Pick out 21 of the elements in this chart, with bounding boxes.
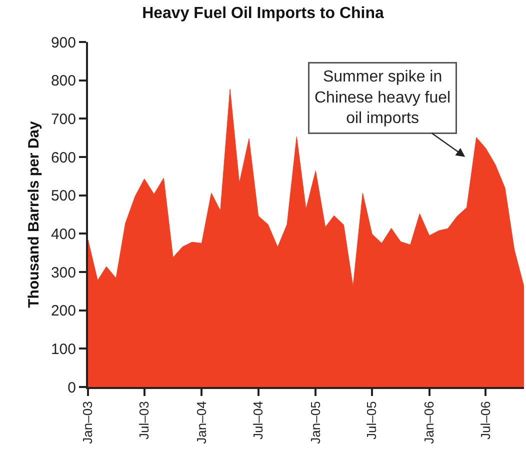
y-tick-label: 800 bbox=[50, 72, 76, 90]
x-tick-label: Jul–06 bbox=[478, 401, 493, 440]
y-tick-label: 500 bbox=[50, 188, 76, 205]
y-tick-label: 600 bbox=[50, 149, 76, 166]
y-tick-label: 400 bbox=[50, 226, 76, 243]
x-tick-label: Jul–04 bbox=[250, 401, 266, 440]
y-tick-label: 300 bbox=[50, 264, 76, 282]
x-tick-label: Jan–06 bbox=[422, 401, 437, 444]
y-tick-label: 700 bbox=[50, 110, 76, 128]
x-tick-label: Jul–05 bbox=[364, 401, 380, 440]
y-tick-label: 200 bbox=[50, 302, 76, 320]
annotation: Summer spike in Chinese heavy fuel oil imports bbox=[314, 68, 451, 128]
y-tick-label: 900 bbox=[50, 34, 76, 52]
y-tick-label: 100 bbox=[50, 340, 76, 358]
x-tick-label: Jan–05 bbox=[308, 401, 323, 444]
y-tick-label: 0 bbox=[68, 379, 76, 396]
x-tick-label: Jan–04 bbox=[194, 401, 209, 444]
x-tick-label: Jul–03 bbox=[136, 401, 152, 440]
chart-title: Heavy Fuel Oil Imports to China bbox=[142, 5, 384, 22]
y-axis-title: Thousand Barrels per Day bbox=[26, 120, 43, 308]
x-tick-label: Jan–03 bbox=[80, 401, 96, 444]
